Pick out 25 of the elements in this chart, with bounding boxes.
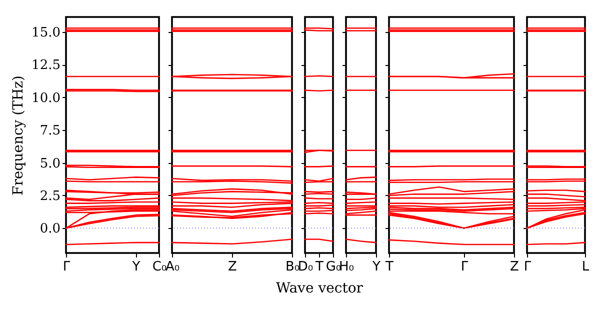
x-tick-label: C₀ [152,260,167,274]
y-tick-label: 10.0 [32,90,60,106]
y-tick-label: 0.0 [40,222,60,237]
y-tick-label: 7.5 [40,124,60,139]
y-tick-label: 12.5 [32,58,60,74]
x-tick-label: L [582,260,590,274]
x-tick-label: G₀ [326,260,342,274]
x-tick-label: T [314,260,324,274]
y-tick-label: 2.5 [40,188,60,204]
x-tick-label: T [384,260,394,274]
x-tick-label: Γ [460,260,469,274]
x-tick-label: Y [372,260,381,274]
x-tick-label: Γ [62,260,71,274]
x-tick-label: D₀ [298,260,314,274]
y-tick-label: 15.0 [32,26,60,41]
y-axis-title: Frequency (THz) [10,75,27,196]
x-tick-label: Z [510,260,520,274]
x-tick-label: Γ [524,260,532,274]
x-tick-label: Y [131,260,140,274]
x-tick-label: Z [228,260,238,274]
y-tick-label: 5.0 [40,156,60,172]
x-tick-label: B₀ [285,260,300,274]
x-tick-label: H₀ [339,260,354,274]
x-tick-label: A₀ [165,260,180,274]
x-axis-title: Wave vector [276,280,364,296]
